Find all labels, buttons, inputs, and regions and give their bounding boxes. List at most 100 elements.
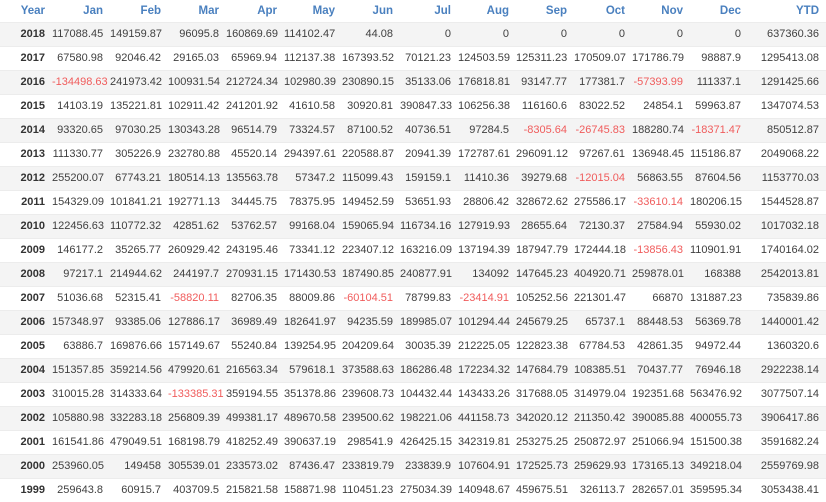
month-value-cell: 97217.1 [52, 261, 110, 287]
month-value-cell: 51036.68 [57, 292, 103, 304]
month-value-cell: 230890.15 [342, 69, 400, 95]
month-value-cell: 108385.51 [574, 357, 632, 383]
month-value-cell: 98887.9 [701, 52, 741, 64]
table-row: 2018 117088.45 149159.87 96095.8 160869.69 11… [0, 21, 826, 47]
month-value-cell: 177381.7 [574, 69, 632, 95]
month-value-cell: 83022.52 [579, 100, 625, 112]
month-value-cell: 400055.73 [690, 405, 748, 431]
month-value-cell: 116160.6 [521, 100, 567, 112]
month-value-cell: 96095.8 [168, 21, 226, 47]
month-value-cell: 169876.66 [110, 340, 162, 352]
month-value-cell: -134498.63 [52, 69, 110, 95]
month-value-cell: 275034.39 [400, 484, 452, 497]
month-value-cell: 245679.25 [516, 309, 574, 335]
month-value-cell: 53651.93 [405, 196, 451, 208]
month-value-cell: 232780.88 [168, 148, 220, 160]
month-value-cell: 29165.03 [173, 52, 219, 64]
month-value-cell: 56863.55 [632, 165, 690, 191]
table-row: 2005 63886.7 169876.66 157149.67 55240.84 139… [0, 334, 826, 358]
column-header-sep: Sep [516, 0, 574, 22]
month-value-cell: 298541.9 [347, 436, 393, 448]
year-cell: 2016 [0, 69, 52, 95]
month-value-cell: 111337.1 [690, 69, 748, 95]
table-row: 2007 51036.68 52315.41 -58820.11 82706.35 880… [0, 286, 826, 310]
month-value-cell: 159065.94 [342, 213, 400, 239]
month-value-cell: 359214.56 [110, 357, 168, 383]
column-header-oct: Oct [574, 0, 632, 22]
month-value-cell: 328672.62 [516, 196, 568, 208]
month-value-cell: 139254.95 [284, 340, 336, 352]
table-row: 2011 154329.09 101841.21 192771.13 34445.75 7… [0, 190, 826, 214]
month-value-cell: 30920.81 [347, 100, 393, 112]
ytd-value-cell: 1295413.08 [760, 52, 819, 64]
month-value-cell: 373588.63 [342, 357, 400, 383]
year-cell: 2011 [21, 196, 45, 208]
month-value-cell: -26745.83 [574, 117, 632, 143]
year-cell: 2001 [20, 436, 45, 448]
table-row: 2016 -134498.63 241973.42 100931.54 212724.3… [0, 69, 826, 95]
year-cell: 2005 [20, 340, 45, 352]
month-value-cell: 314333.64 [110, 388, 162, 400]
month-value-cell: 305226.9 [115, 148, 161, 160]
month-value-cell: 88009.86 [289, 292, 335, 304]
month-value-cell: 87100.52 [342, 117, 400, 143]
table-row: 2000 253960.05 149458 305539.01 233573.02 874… [0, 453, 826, 479]
month-value-cell: 0 [690, 21, 748, 47]
month-value-cell: 172525.73 [516, 453, 574, 479]
month-value-cell: 342020.12 [516, 405, 574, 431]
month-value-cell: 99168.04 [284, 213, 342, 239]
table-row: 2012 255200.07 67743.21 180514.13 135563.78 5… [0, 165, 826, 191]
month-value-cell: 161541.86 [52, 436, 104, 448]
column-header-aug: Aug [458, 0, 516, 22]
month-value-cell: 55930.02 [690, 213, 748, 239]
month-value-cell: 34445.75 [231, 196, 277, 208]
month-value-cell: 0 [516, 21, 574, 47]
column-header-ytd: YTD [748, 0, 826, 22]
month-value-cell: 147684.79 [516, 357, 574, 383]
month-value-cell: 28655.64 [516, 213, 574, 239]
month-value-cell: 233819.79 [342, 453, 400, 479]
month-value-cell: 105252.56 [516, 292, 568, 304]
month-value-cell: 212225.05 [458, 340, 510, 352]
month-value-cell: 233839.9 [400, 453, 458, 479]
month-value-cell: 97267.61 [579, 148, 625, 160]
year-cell: 2002 [0, 405, 52, 431]
month-value-cell: 180206.15 [690, 196, 742, 208]
ytd-value-cell: 1347074.53 [760, 100, 819, 112]
month-value-cell: 136948.45 [632, 148, 684, 160]
month-value-cell: 253275.25 [516, 436, 568, 448]
month-value-cell: 88448.53 [632, 309, 690, 335]
month-value-cell: 78375.95 [289, 196, 335, 208]
month-value-cell: 180514.13 [168, 165, 226, 191]
month-value-cell: 215821.58 [226, 484, 278, 497]
column-header-apr: Apr [226, 0, 284, 22]
month-value-cell: 36989.49 [226, 309, 284, 335]
month-value-cell: 255200.07 [52, 165, 110, 191]
year-cell: 2000 [0, 453, 52, 479]
month-value-cell: 44.08 [342, 21, 400, 47]
month-value-cell: 160869.69 [226, 21, 284, 47]
table-row: 2017 67580.98 92046.42 29165.03 65969.94 1121… [0, 46, 826, 70]
month-value-cell: 114102.47 [284, 21, 342, 47]
month-value-cell: 134092 [458, 261, 516, 287]
month-value-cell: 117088.45 [52, 21, 110, 47]
month-value-cell: 171430.53 [284, 261, 342, 287]
ytd-value-cell: 1291425.66 [748, 69, 826, 95]
month-value-cell: 35265.77 [115, 244, 161, 256]
month-value-cell: 259643.8 [57, 484, 103, 497]
month-value-cell: 426425.15 [400, 436, 452, 448]
ytd-value-cell: 1544528.87 [760, 196, 819, 208]
month-value-cell: 53762.57 [226, 213, 284, 239]
month-value-cell: 349218.04 [690, 453, 748, 479]
month-value-cell: 93147.77 [516, 69, 574, 95]
month-value-cell: -60104.51 [343, 292, 393, 304]
month-value-cell: 326113.7 [579, 484, 625, 497]
year-cell: 2003 [20, 388, 45, 400]
month-value-cell: 172234.32 [458, 357, 516, 383]
month-value-cell: 186286.48 [400, 357, 458, 383]
month-value-cell: 82706.35 [231, 292, 277, 304]
month-value-cell: 157348.97 [52, 309, 110, 335]
month-value-cell: 42861.35 [637, 340, 683, 352]
ytd-value-cell: 2922238.14 [748, 357, 826, 383]
